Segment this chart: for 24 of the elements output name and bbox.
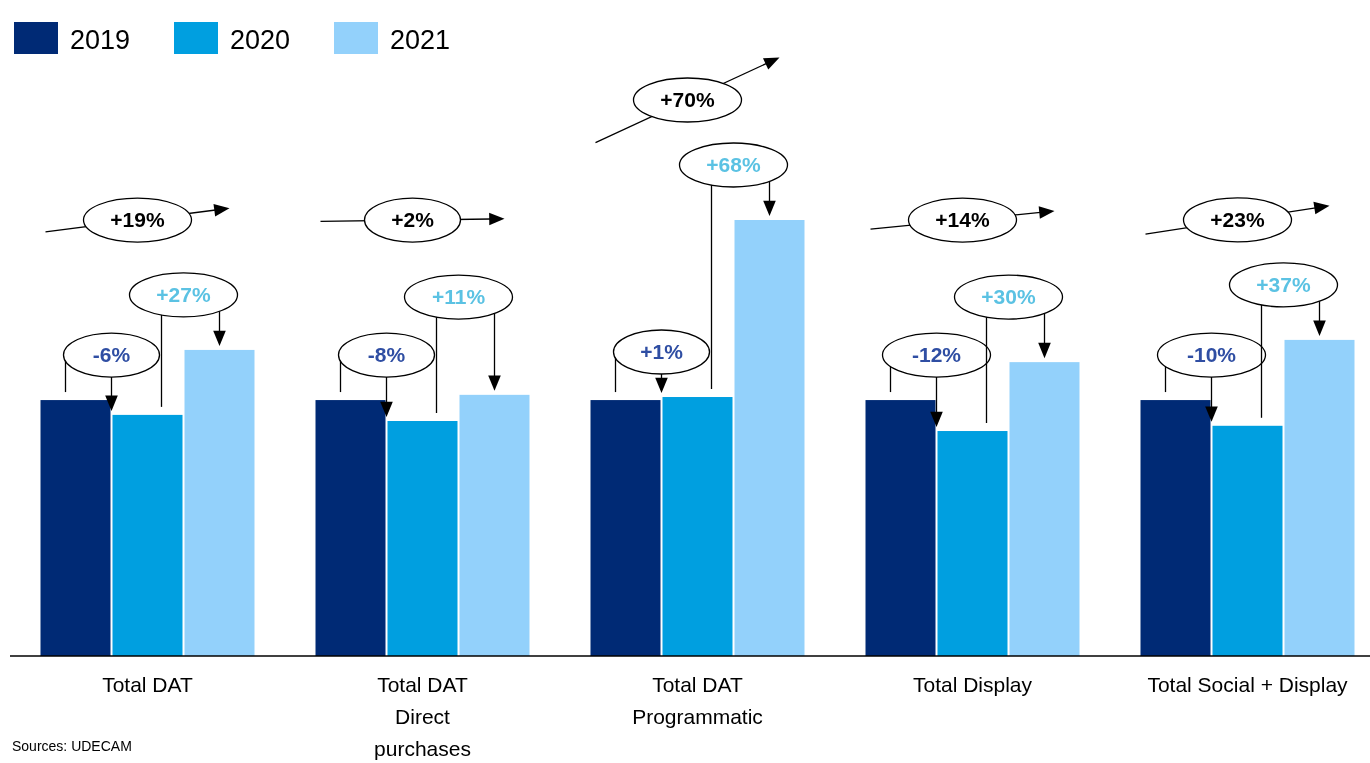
x-tick-label: Total DAT Programmatic [632, 673, 763, 728]
legend-label: 2021 [390, 25, 451, 55]
annotation: +23% [1210, 207, 1265, 231]
annotation: +11% [431, 285, 486, 309]
annotation: +27% [156, 282, 211, 306]
annotation: +1% [640, 340, 684, 364]
x-tick-label: Total DAT [102, 673, 193, 696]
text: +70% [660, 88, 715, 111]
annotation: +2% [391, 208, 435, 232]
legend-label: 2020 [230, 25, 291, 55]
annotation: -8% [367, 343, 406, 367]
annotation: +14% [935, 208, 990, 232]
x-tick-label: Total Display [912, 673, 1033, 696]
annotation: -12% [911, 343, 962, 367]
annotation: +30% [981, 285, 1036, 309]
annotation: -6% [92, 343, 131, 367]
source-note: Sources: UDECAM [12, 738, 132, 754]
text: +68% [706, 153, 761, 176]
x-tick-label: Total DAT Direct purchases [374, 673, 471, 760]
x-tick-label: Total Social + Display [1147, 673, 1349, 696]
annotation: -10% [1186, 343, 1237, 367]
annotation: +19% [110, 208, 165, 232]
annotation: +37% [1256, 272, 1311, 296]
legend-label: 2019 [70, 25, 131, 55]
